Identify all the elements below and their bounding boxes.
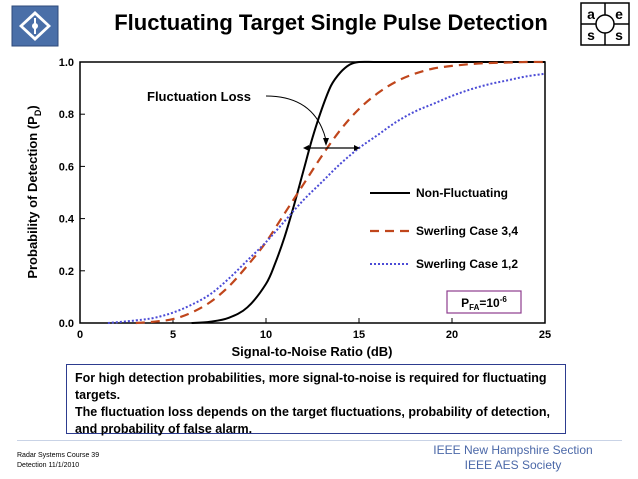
series-line-0 [191, 60, 545, 324]
legend: Non-Fluctuating Swerling Case 3,4 Swerling… [370, 186, 518, 271]
footer-course-info: Radar Systems Course 39 Detection 11/1/2… [17, 451, 99, 471]
legend-label: Swerling Case 1,2 [416, 257, 518, 271]
x-tick-label: 20 [446, 329, 458, 341]
ieee-logo [11, 5, 59, 47]
y-tick-label: 0.8 [59, 109, 74, 121]
y-tick-label: 0.4 [59, 214, 75, 226]
aess-letter: a [587, 6, 595, 22]
y-axis-label: Probability of Detection (PD) [25, 105, 43, 278]
series-line-2 [107, 72, 546, 324]
pfa-box [446, 290, 522, 314]
explanation-callout: For high detection probabilities, more s… [66, 364, 566, 436]
aess-letter: e [615, 6, 623, 22]
x-tick-label: 0 [77, 329, 83, 341]
callout-line: For high detection probabilities, more s… [75, 371, 547, 402]
curve-group [107, 60, 546, 325]
leader-arrowhead [323, 138, 329, 146]
aess-letter: s [587, 27, 595, 43]
loss-span-arrow-left [303, 145, 309, 151]
fluctuation-loss-label: Fluctuation Loss [147, 89, 251, 104]
legend-label: Non-Fluctuating [416, 186, 508, 200]
legend-label: Swerling Case 3,4 [416, 224, 518, 238]
footer-section-line: IEEE New Hampshire Section [433, 443, 593, 457]
series-line-1 [135, 60, 546, 325]
plot-frame [79, 61, 546, 324]
footer-course-line: Radar Systems Course 39 [17, 452, 100, 459]
x-axis-label: Signal-to-Noise Ratio (dB) [231, 344, 392, 359]
y-tick-label: 0.2 [59, 266, 74, 278]
x-tick-label: 15 [353, 329, 365, 341]
aess-letter: s [615, 27, 623, 43]
x-tick-label: 5 [170, 329, 176, 341]
footer-society-line: IEEE AES Society [464, 458, 562, 472]
y-tick-label: 0.6 [59, 161, 74, 173]
x-tick-label: 25 [539, 329, 551, 341]
x-tick-label: 10 [260, 329, 272, 341]
aess-logo: a e s s [580, 2, 630, 46]
footer-society: IEEE New Hampshire Section IEEE AES Soci… [420, 443, 606, 473]
slide-title: Fluctuating Target Single Pulse Detectio… [114, 10, 548, 35]
footer-divider [17, 440, 622, 441]
y-tick-label: 1.0 [59, 57, 74, 69]
fluctuation-loss-leader [265, 95, 327, 141]
footer-date-line: Detection 11/1/2010 [17, 462, 80, 469]
tick-group: 0 5 10 15 20 25 0.0 0.2 0.4 0.6 0.8 1.0 [59, 57, 551, 341]
callout-line: The fluctuation loss depends on the targ… [75, 405, 551, 436]
pfa-label: PFA=10-6 [461, 295, 507, 312]
y-tick-label: 0.0 [59, 318, 74, 330]
loss-span-arrow-right [354, 145, 360, 151]
